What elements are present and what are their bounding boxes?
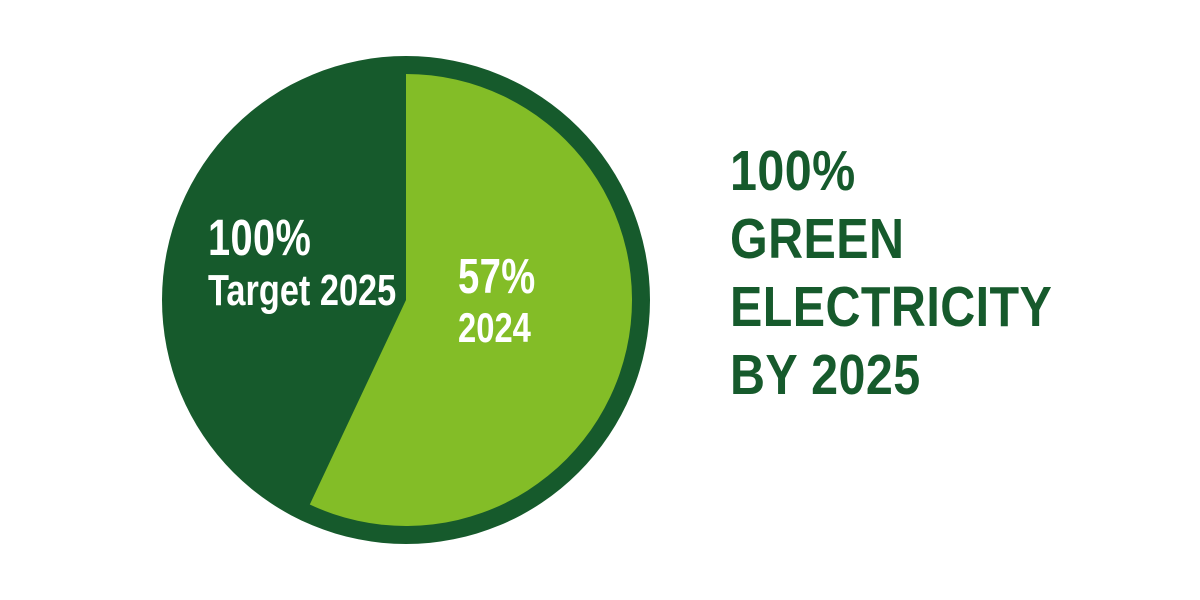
target-slice-label: 100% Target 2025 — [208, 210, 396, 316]
headline-line-3: ELECTRICITY — [730, 275, 1053, 339]
current-slice-label: 57% 2024 — [458, 250, 536, 352]
headline-line-4: BY 2025 — [730, 343, 921, 407]
target-year-text: Target 2025 — [208, 266, 397, 315]
headline-line-1: 100% — [730, 139, 856, 203]
current-year-text: 2024 — [458, 304, 531, 351]
target-percent-text: 100% — [208, 209, 312, 266]
headline: 100% GREEN ELECTRICITY BY 2025 — [730, 137, 1052, 409]
pie-slice-2024 — [309, 73, 633, 526]
headline-line-2: GREEN — [730, 207, 905, 271]
current-percent-text: 57% — [458, 250, 536, 304]
